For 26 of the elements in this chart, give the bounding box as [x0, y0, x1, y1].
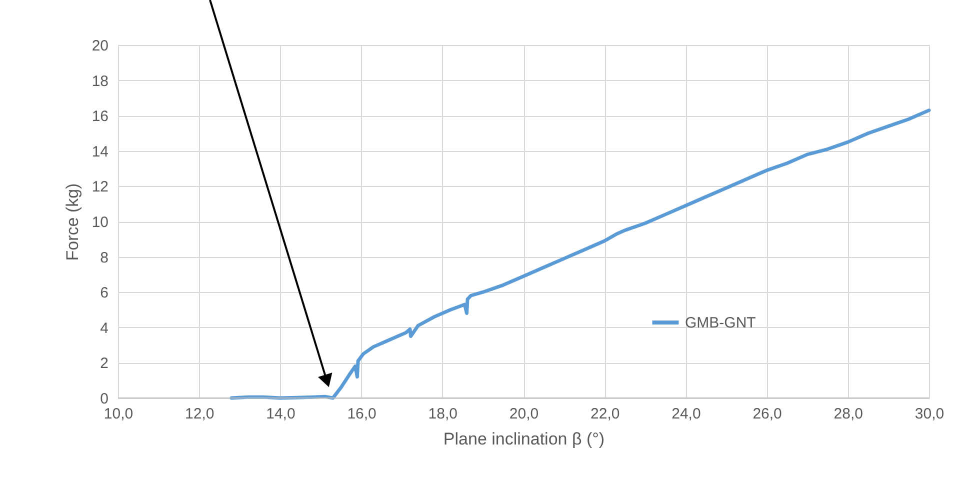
x-tick-label: 26,0 — [752, 406, 782, 422]
x-tick-label: 30,0 — [914, 406, 944, 422]
x-axis-title: Plane inclination β (°) — [443, 430, 605, 448]
line-series — [230, 108, 931, 400]
y-tick-label: 12 — [92, 178, 108, 196]
y-tick-label: 0 — [100, 390, 108, 408]
x-tick-label: 20,0 — [509, 406, 539, 422]
y-tick-label: 10 — [92, 214, 108, 231]
legend-label: GMB-GNT — [685, 314, 756, 332]
x-tick-label: 28,0 — [834, 406, 863, 422]
x-tick-label: 12,0 — [185, 406, 214, 422]
y-tick-label: 6 — [100, 284, 108, 302]
x-tick-label: 24,0 — [672, 406, 701, 422]
y-tick-label: 16 — [92, 108, 108, 126]
x-tick-label: 18,0 — [428, 406, 458, 422]
y-tick-label: 2 — [100, 355, 108, 372]
y-tick-label: 18 — [92, 72, 108, 90]
x-tick-label: 14,0 — [266, 406, 296, 422]
y-tick-label: 4 — [100, 320, 108, 337]
y-tick-label: 8 — [100, 249, 108, 266]
x-tick-label: 10,0 — [104, 406, 134, 422]
y-tick-label: 14 — [92, 143, 108, 160]
y-tick-label: 20 — [92, 38, 108, 54]
y-axis-title: Force (kg) — [62, 183, 82, 261]
x-tick-label: 16,0 — [347, 406, 376, 422]
x-tick-label: 22,0 — [590, 406, 620, 422]
